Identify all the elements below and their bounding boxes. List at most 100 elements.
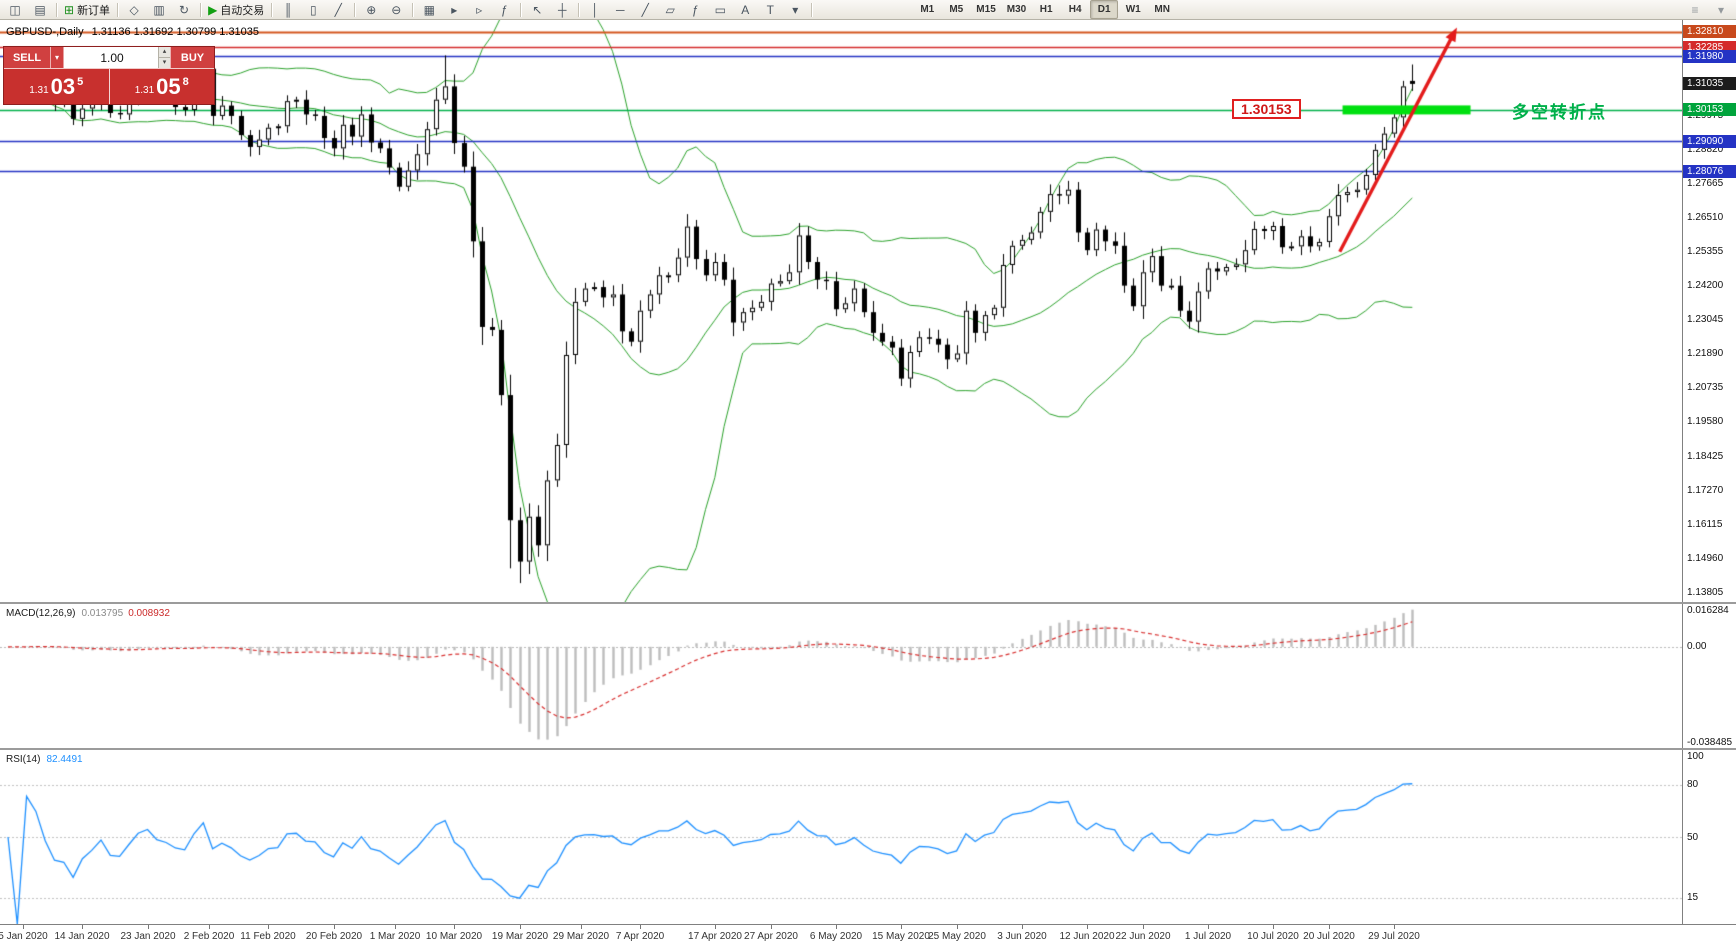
tf-m5[interactable]: M5: [942, 0, 970, 19]
tf-h4[interactable]: H4: [1061, 0, 1089, 19]
chart-shift[interactable]: ▹: [467, 0, 491, 19]
main-chart-canvas[interactable]: [0, 20, 1682, 602]
date-axis[interactable]: 5 Jan 2020 14 Jan 2020 23 Jan 2020 2 Feb 20…: [0, 924, 1736, 945]
toolbar-separator: [811, 2, 813, 17]
tf-m1-label: M1: [920, 4, 935, 15]
chart-profiles-icon: ▤: [34, 2, 46, 17]
date-tick: [1394, 925, 1395, 929]
trendline-tool[interactable]: ╱: [633, 0, 657, 19]
shapes-tool[interactable]: ▭: [708, 0, 732, 19]
data-window[interactable]: ▥: [147, 0, 171, 19]
date-tick: [82, 925, 83, 929]
zoom-out[interactable]: ⊖: [384, 0, 408, 19]
tf-mn[interactable]: MN: [1148, 0, 1176, 19]
tf-d1-label: D1: [1097, 4, 1111, 15]
zoom-in-icon: ⊕: [366, 2, 377, 17]
tf-m30[interactable]: M30: [1002, 0, 1031, 19]
volume-spin-down-icon[interactable]: ▾: [158, 57, 170, 68]
volume-preset-dropdown[interactable]: ▾: [51, 47, 64, 68]
tile-windows[interactable]: ▦: [417, 0, 441, 19]
tf-m15[interactable]: M15: [971, 0, 1000, 19]
indicators[interactable]: ƒ: [492, 0, 516, 19]
date-label: 10 Jul 2020: [1247, 931, 1299, 942]
sell-price-big: 03: [50, 73, 76, 99]
pane-separator-rsi[interactable]: [0, 748, 1736, 750]
label-tool[interactable]: T: [758, 0, 782, 19]
date-label: 20 Feb 2020: [305, 931, 363, 942]
date-tick: [395, 925, 396, 929]
zoom-in[interactable]: ⊕: [359, 0, 383, 19]
chart-profiles[interactable]: ▤: [28, 0, 52, 19]
volume-input[interactable]: [64, 47, 170, 68]
date-label: 14 Jan 2020: [54, 931, 110, 942]
rsi-axis-label: 15: [1687, 892, 1699, 904]
macd-canvas[interactable]: [0, 604, 1682, 748]
auto-scroll[interactable]: ▸: [442, 0, 466, 19]
tf-w1[interactable]: W1: [1119, 0, 1147, 19]
date-tick: [1087, 925, 1088, 929]
volume-spinner: ▴ ▾: [158, 47, 170, 68]
buy-button[interactable]: BUY: [170, 47, 214, 68]
date-label: 6 May 2020: [809, 931, 863, 942]
sell-price[interactable]: 1.31 03 5: [4, 69, 109, 104]
date-tick: [23, 925, 24, 929]
tf-h1-label: H1: [1039, 4, 1053, 15]
bar-chart-mode[interactable]: ║: [276, 0, 300, 19]
tf-m1[interactable]: M1: [913, 0, 941, 19]
price-tick-label: 1.14960: [1687, 552, 1724, 564]
market-watch[interactable]: ◇: [122, 0, 146, 19]
macd-axis-zero: 0.00: [1687, 641, 1707, 653]
refresh[interactable]: ↻: [172, 0, 196, 19]
channel-tool[interactable]: ▱: [658, 0, 682, 19]
rsi-canvas[interactable]: [0, 750, 1682, 924]
tf-m5-label: M5: [949, 4, 964, 15]
cursor-icon: ↖: [532, 2, 543, 17]
sell-button[interactable]: SELL: [4, 47, 51, 68]
buy-price-big: 05: [156, 73, 181, 99]
price-tag: 1.31980: [1683, 49, 1736, 63]
date-label: 17 Apr 2020: [688, 931, 742, 942]
refresh-icon: ↻: [179, 2, 190, 17]
tf-h1[interactable]: H1: [1032, 0, 1060, 19]
cursor[interactable]: ↖: [525, 0, 549, 19]
new-chart[interactable]: ◫: [3, 0, 27, 19]
line-chart-mode[interactable]: ╱: [326, 0, 350, 19]
arrows-tool[interactable]: ▾: [783, 0, 807, 19]
crosshair[interactable]: ┼: [550, 0, 574, 19]
price-axis[interactable]: 1.311301.299751.288201.276651.265101.253…: [1682, 20, 1736, 924]
toolbar-menu[interactable]: ≡: [1683, 0, 1707, 19]
text-tool[interactable]: A: [733, 0, 757, 19]
rsi-indicator-label: RSI(14) 82.4491: [6, 754, 83, 765]
date-label: 20 Jul 2020: [1303, 931, 1355, 942]
auto-trading[interactable]: ▶ 自动交易: [205, 0, 267, 19]
candle-chart-mode[interactable]: ▯: [301, 0, 325, 19]
symbol-name: GBPUSD-,Daily: [6, 26, 84, 38]
date-label: 29 Jul 2020: [1368, 931, 1420, 942]
vertical-line-tool[interactable]: │: [583, 0, 607, 19]
horizontal-line-tool[interactable]: ─: [608, 0, 632, 19]
pane-separator-macd[interactable]: [0, 602, 1736, 604]
date-tick: [209, 925, 210, 929]
fibonacci-tool[interactable]: ƒ: [683, 0, 707, 19]
price-tick-label: 1.19580: [1687, 416, 1724, 428]
sell-price-sup: 5: [77, 76, 84, 88]
price-tick-label: 1.25355: [1687, 246, 1724, 258]
crosshair-icon: ┼: [558, 2, 567, 17]
price-tick-label: 1.24200: [1687, 280, 1724, 292]
ohlc-values: 1.31136 1.31692 1.30799 1.31035: [91, 26, 260, 38]
new-chart-icon: ◫: [9, 2, 21, 17]
new-order[interactable]: ⊞ 新订单: [61, 0, 113, 19]
price-tick-label: 1.27665: [1687, 177, 1724, 189]
auto-scroll-icon: ▸: [451, 2, 458, 17]
date-label: 25 May 2020: [928, 931, 986, 942]
volume-spin-up-icon[interactable]: ▴: [158, 47, 170, 57]
date-tick: [581, 925, 582, 929]
price-tag: 1.30153: [1683, 103, 1736, 117]
rsi-axis-label: 80: [1687, 779, 1699, 791]
buy-price[interactable]: 1.31 05 8: [109, 69, 214, 104]
tf-d1[interactable]: D1: [1090, 0, 1119, 19]
toolbar-separator: [520, 2, 522, 17]
toolbar-expand[interactable]: ▾: [1709, 0, 1733, 19]
horizontal-line-tool-icon: ─: [616, 2, 625, 17]
date-label: 1 Mar 2020: [369, 931, 421, 942]
